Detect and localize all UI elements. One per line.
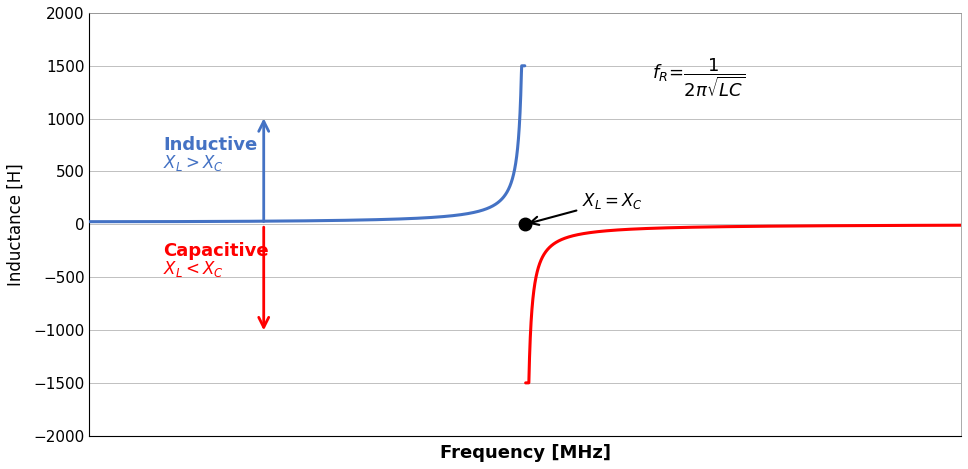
Y-axis label: Inductance [H]: Inductance [H] — [7, 163, 25, 286]
Text: $f_R\!=\!\dfrac{1}{2\pi\sqrt{LC}}$: $f_R\!=\!\dfrac{1}{2\pi\sqrt{LC}}$ — [651, 56, 745, 98]
X-axis label: Frequency [MHz]: Frequency [MHz] — [439, 444, 611, 462]
Text: $X_L < X_C$: $X_L < X_C$ — [164, 259, 225, 279]
Text: $X_L=X_C$: $X_L=X_C$ — [530, 191, 643, 225]
Text: Capacitive: Capacitive — [164, 242, 269, 260]
Text: Inductive: Inductive — [164, 136, 257, 154]
Text: $X_L > X_C$: $X_L > X_C$ — [164, 153, 225, 174]
